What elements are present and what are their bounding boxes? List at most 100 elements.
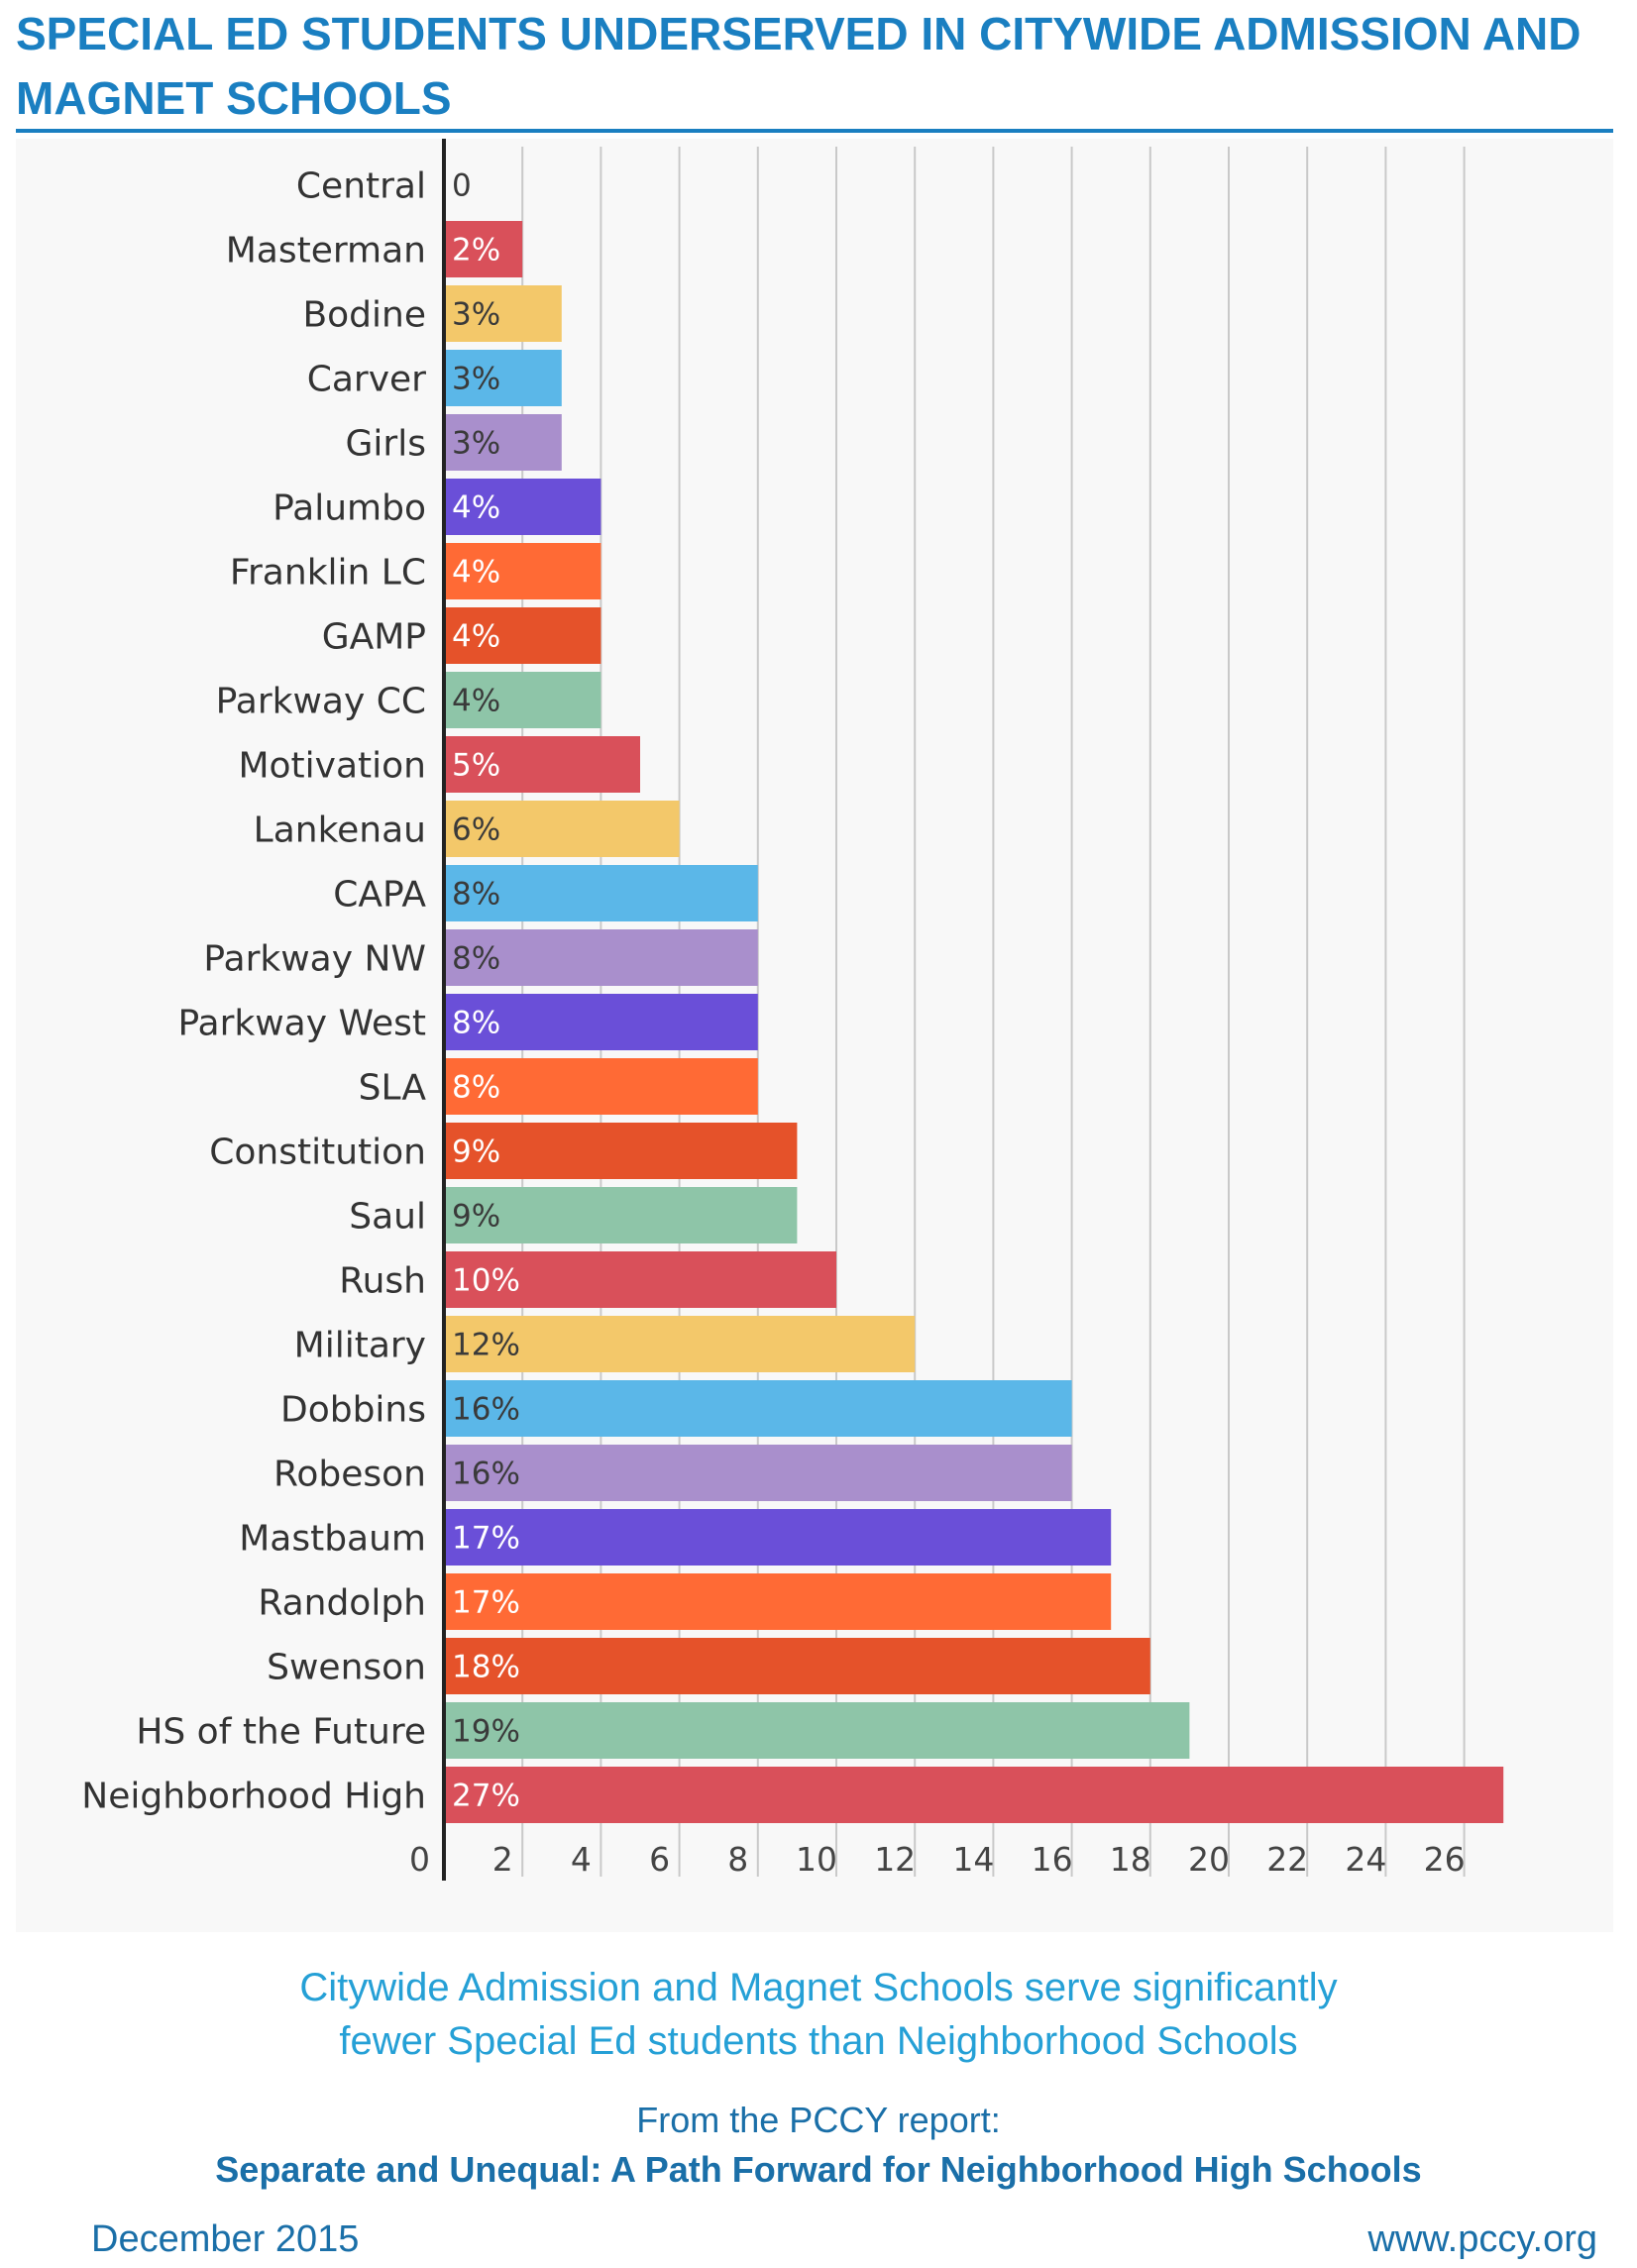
bar xyxy=(444,1573,1112,1630)
bar xyxy=(444,1702,1190,1759)
bar xyxy=(444,1445,1072,1501)
category-label: Carver xyxy=(307,360,426,400)
data-label: 4% xyxy=(452,490,500,526)
data-label: 8% xyxy=(452,877,500,913)
category-label: GAMP xyxy=(322,617,426,658)
data-label: 16% xyxy=(452,1392,520,1428)
bar xyxy=(444,736,640,793)
category-label: Parkway NW xyxy=(203,939,426,980)
bar xyxy=(444,1123,798,1179)
x-tick-label: 0 xyxy=(409,1840,430,1879)
bar xyxy=(444,994,758,1050)
category-label: SLA xyxy=(359,1068,427,1109)
category-label: Parkway CC xyxy=(216,682,426,722)
title-divider xyxy=(16,129,1613,133)
data-label: 8% xyxy=(452,941,500,977)
bar xyxy=(444,929,758,986)
category-label: HS of the Future xyxy=(136,1712,426,1753)
category-label: Dobbins xyxy=(280,1390,426,1431)
bar xyxy=(444,672,601,728)
data-label: 5% xyxy=(452,748,500,784)
category-label: Constitution xyxy=(209,1133,426,1173)
bar xyxy=(444,221,523,277)
bar xyxy=(444,1380,1072,1437)
data-label: 4% xyxy=(452,555,500,591)
x-tick-label: 12 xyxy=(874,1840,916,1879)
footer-date: December 2015 xyxy=(91,2218,360,2260)
data-label: 12% xyxy=(452,1328,520,1363)
source-report-title: Separate and Unequal: A Path Forward for… xyxy=(215,2149,1422,2190)
category-label: CAPA xyxy=(333,875,426,916)
data-label: 9% xyxy=(452,1199,500,1235)
x-tick-label: 8 xyxy=(727,1840,748,1879)
bar xyxy=(444,1638,1150,1694)
data-label: 8% xyxy=(452,1006,500,1041)
category-label: Mastbaum xyxy=(239,1519,426,1560)
category-label: Randolph xyxy=(258,1583,426,1624)
bar xyxy=(444,543,601,599)
data-label: 4% xyxy=(452,619,500,655)
x-tick-label: 26 xyxy=(1424,1840,1466,1879)
caption-line-2: fewer Special Ed students than Neighborh… xyxy=(339,2019,1298,2063)
x-tick-label: 14 xyxy=(952,1840,994,1879)
bar xyxy=(444,414,562,471)
bar xyxy=(444,479,601,535)
category-label: Swenson xyxy=(267,1648,426,1688)
data-label: 3% xyxy=(452,426,500,462)
x-tick-label: 24 xyxy=(1345,1840,1386,1879)
data-label: 17% xyxy=(452,1585,520,1621)
x-tick-label: 22 xyxy=(1266,1840,1308,1879)
bar xyxy=(444,285,562,342)
source-label: From the PCCY report: xyxy=(636,2100,1001,2140)
category-label: Military xyxy=(294,1326,426,1366)
x-tick-label: 16 xyxy=(1032,1840,1073,1879)
category-label: Motivation xyxy=(238,746,426,787)
bar xyxy=(444,1767,1504,1823)
data-label: 0 xyxy=(452,168,472,204)
data-label: 6% xyxy=(452,812,500,848)
x-tick-label: 18 xyxy=(1110,1840,1151,1879)
caption-line-1: Citywide Admission and Magnet Schools se… xyxy=(299,1966,1338,2009)
footer-url: www.pccy.org xyxy=(1367,2218,1597,2260)
chart-area: Central 0 Masterman 2% Bodine 3% Carver 3% Girls… xyxy=(16,139,1613,1932)
bar xyxy=(444,865,758,921)
x-tick-label: 6 xyxy=(649,1840,670,1879)
category-label: Palumbo xyxy=(273,488,426,529)
bar xyxy=(444,1509,1112,1566)
data-label: 3% xyxy=(452,362,500,397)
x-tick-label: 2 xyxy=(492,1840,513,1879)
x-tick-label: 20 xyxy=(1188,1840,1230,1879)
category-label: Neighborhood High xyxy=(81,1777,426,1817)
data-label: 17% xyxy=(452,1521,520,1557)
data-label: 9% xyxy=(452,1134,500,1170)
data-label: 19% xyxy=(452,1714,520,1750)
category-label: Masterman xyxy=(226,231,426,271)
data-label: 8% xyxy=(452,1070,500,1106)
data-label: 3% xyxy=(452,297,500,333)
data-label: 10% xyxy=(452,1263,520,1299)
data-label: 4% xyxy=(452,684,500,719)
bar xyxy=(444,1316,916,1372)
category-label: Rush xyxy=(339,1261,426,1302)
category-label: Central xyxy=(296,166,426,207)
bar xyxy=(444,801,680,857)
x-tick-label: 4 xyxy=(571,1840,592,1879)
data-label: 27% xyxy=(452,1779,520,1814)
category-label: Parkway West xyxy=(177,1004,426,1044)
data-label: 18% xyxy=(452,1650,520,1685)
bar-chart: Central 0 Masterman 2% Bodine 3% Carver 3% Girls… xyxy=(81,139,1504,1881)
bar xyxy=(444,1058,758,1115)
category-label: Saul xyxy=(349,1197,426,1238)
category-label: Franklin LC xyxy=(230,553,426,594)
bar xyxy=(444,350,562,406)
category-label: Robeson xyxy=(273,1455,426,1495)
bar xyxy=(444,607,601,664)
category-label: Girls xyxy=(346,424,426,465)
category-label: Bodine xyxy=(302,295,426,336)
bar xyxy=(444,1251,836,1308)
data-label: 2% xyxy=(452,233,500,269)
data-label: 16% xyxy=(452,1457,520,1492)
x-tick-label: 10 xyxy=(796,1840,837,1879)
bar xyxy=(444,1187,798,1243)
page-title: SPECIAL ED STUDENTS UNDERSERVED IN CITYW… xyxy=(16,8,1582,124)
